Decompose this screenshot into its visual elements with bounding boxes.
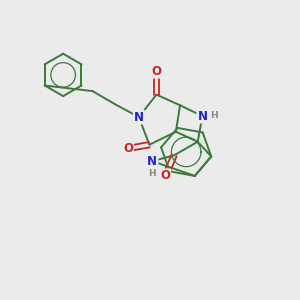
Text: O: O	[123, 142, 133, 155]
Text: O: O	[160, 169, 170, 182]
Text: N: N	[197, 110, 207, 123]
Text: N: N	[134, 110, 144, 124]
Text: H: H	[210, 111, 218, 120]
Text: O: O	[152, 64, 161, 78]
Text: H: H	[148, 169, 156, 178]
Text: N: N	[147, 155, 158, 168]
